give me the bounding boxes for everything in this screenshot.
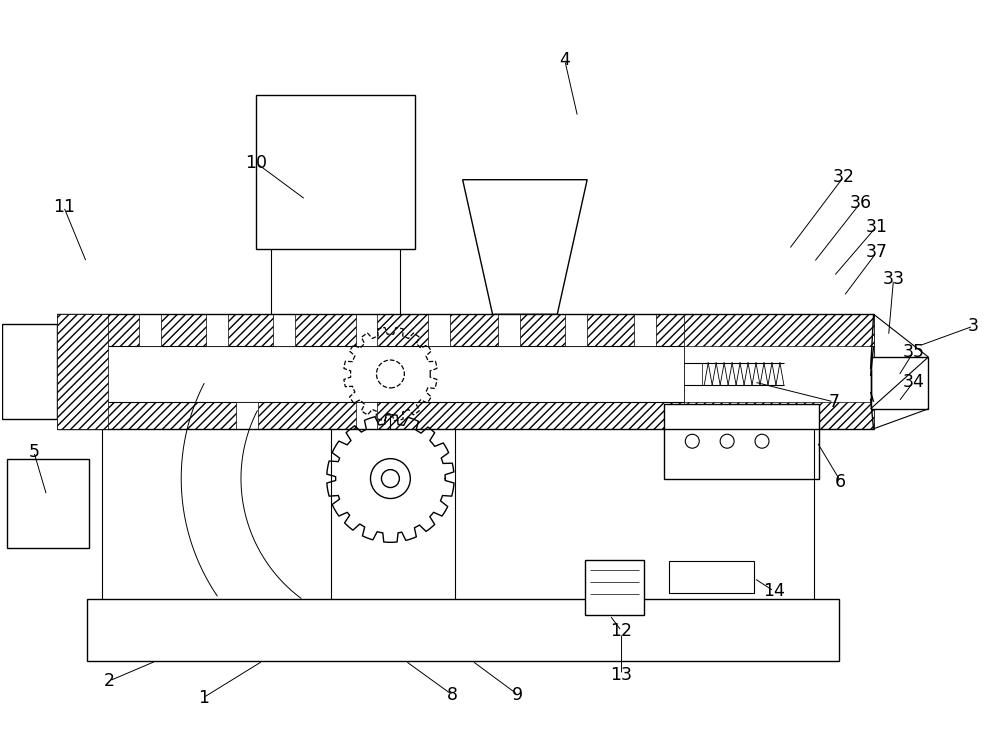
Bar [498,314,520,346]
Text: 2: 2 [104,672,115,690]
Text: 36: 36 [850,194,872,211]
Text: 35: 35 [902,343,924,361]
Text: 12: 12 [611,622,633,640]
Bar [565,314,587,346]
Text: 37: 37 [866,244,888,261]
Bar [139,314,161,346]
Text: 13: 13 [611,666,633,684]
Text: 10: 10 [245,154,267,172]
Bar [57,402,874,429]
Bar [57,314,874,346]
Text: 7: 7 [828,393,839,411]
Bar [669,562,754,593]
Text: 8: 8 [447,686,458,704]
Bar [684,363,702,385]
Bar [356,314,377,346]
Text: 1: 1 [198,688,209,707]
Text: 3: 3 [968,317,979,335]
Bar [585,560,644,615]
Bar [57,346,874,402]
Bar [634,314,656,346]
Bar [428,314,450,346]
Bar [256,95,415,250]
Bar [664,404,819,479]
Text: 6: 6 [835,473,846,490]
Bar [7,459,89,548]
Text: 31: 31 [866,217,888,236]
Text: 5: 5 [28,443,39,461]
Text: 4: 4 [559,51,570,69]
Bar [87,599,839,661]
Text: 9: 9 [512,686,523,704]
Text: 34: 34 [902,373,924,391]
Bar [356,402,377,429]
Polygon shape [463,180,587,314]
Bar [2,324,57,419]
Text: 11: 11 [53,197,75,216]
Bar [236,402,258,429]
Text: 32: 32 [833,168,855,186]
Bar [871,357,928,409]
Text: 33: 33 [883,270,905,288]
Bar [684,314,874,429]
Text: 14: 14 [763,582,785,600]
Bar [206,314,228,346]
Bar [57,314,108,429]
Bar [684,346,874,402]
Bar [273,314,295,346]
